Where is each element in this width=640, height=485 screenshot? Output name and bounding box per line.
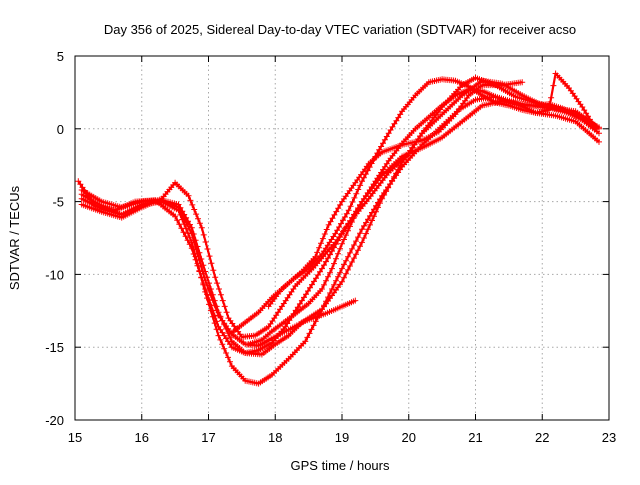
x-tick-label: 21 — [468, 430, 482, 445]
axis-ticks: 15 16 17 18 19 20 21 22 23 5 0 -5 -10 -15 -20 — [45, 49, 616, 445]
x-tick-label: 19 — [335, 430, 349, 445]
series-layer — [75, 70, 602, 387]
x-tick-label: 22 — [535, 430, 549, 445]
y-tick-label: -15 — [45, 340, 64, 355]
y-tick-label: 0 — [57, 122, 64, 137]
y-tick-label: -10 — [45, 267, 64, 282]
series-trace-8 — [265, 70, 599, 310]
series-trace-5 — [78, 74, 599, 358]
series-points — [265, 70, 599, 310]
x-tick-label: 23 — [602, 430, 616, 445]
y-tick-label: 5 — [57, 49, 64, 64]
y-tick-label: -5 — [52, 195, 64, 210]
x-tick-label: 16 — [135, 430, 149, 445]
chart-title: Day 356 of 2025, Sidereal Day-to-day VTE… — [104, 22, 576, 37]
x-axis-label: GPS time / hours — [291, 458, 390, 473]
series-points — [78, 74, 599, 358]
series-trace-3 — [78, 77, 602, 340]
x-tick-label: 15 — [68, 430, 82, 445]
series-points — [245, 86, 602, 348]
x-tick-label: 17 — [201, 430, 215, 445]
series-trace-6 — [228, 79, 526, 336]
y-axis-label: SDTVAR / TECUs — [7, 185, 22, 290]
y-tick-label: -20 — [45, 413, 64, 428]
series-line — [81, 79, 600, 339]
series-points — [78, 77, 602, 340]
series-line — [81, 76, 597, 356]
x-tick-label: 18 — [268, 430, 282, 445]
series-trace-7 — [245, 86, 602, 348]
x-tick-label: 20 — [402, 430, 416, 445]
